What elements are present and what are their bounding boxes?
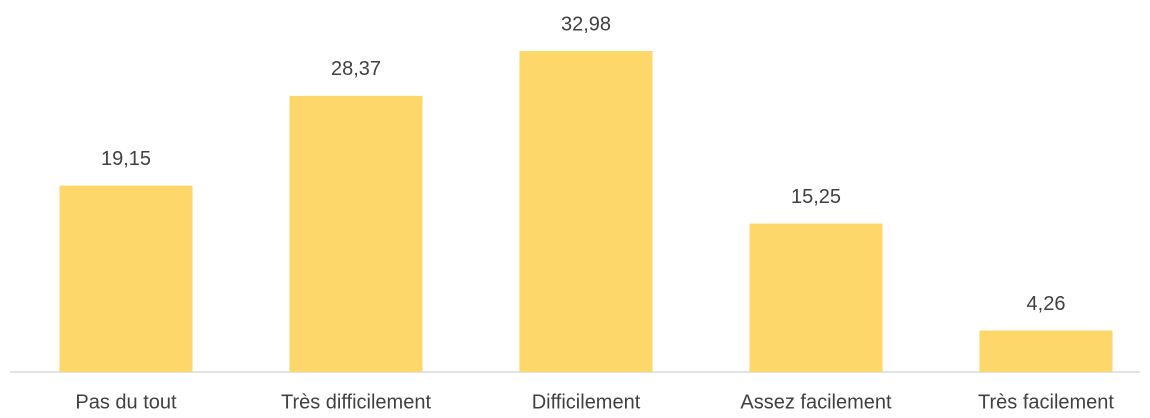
x-tick-label: Difficilement [532, 391, 641, 413]
bar [749, 223, 883, 372]
x-tick-label: Très difficilement [281, 391, 431, 413]
data-label: 19,15 [101, 148, 151, 170]
x-tick-label: Assez facilement [740, 391, 892, 413]
bar [59, 185, 193, 372]
data-label: 32,98 [561, 13, 611, 35]
bar [519, 51, 653, 372]
data-label: 15,25 [791, 186, 841, 208]
x-tick-label: Pas du tout [75, 391, 177, 413]
bar [979, 330, 1113, 372]
bar [289, 95, 423, 372]
data-label: 4,26 [1027, 293, 1066, 315]
data-label: 28,37 [331, 58, 381, 80]
x-tick-label: Très facilement [978, 391, 1114, 413]
